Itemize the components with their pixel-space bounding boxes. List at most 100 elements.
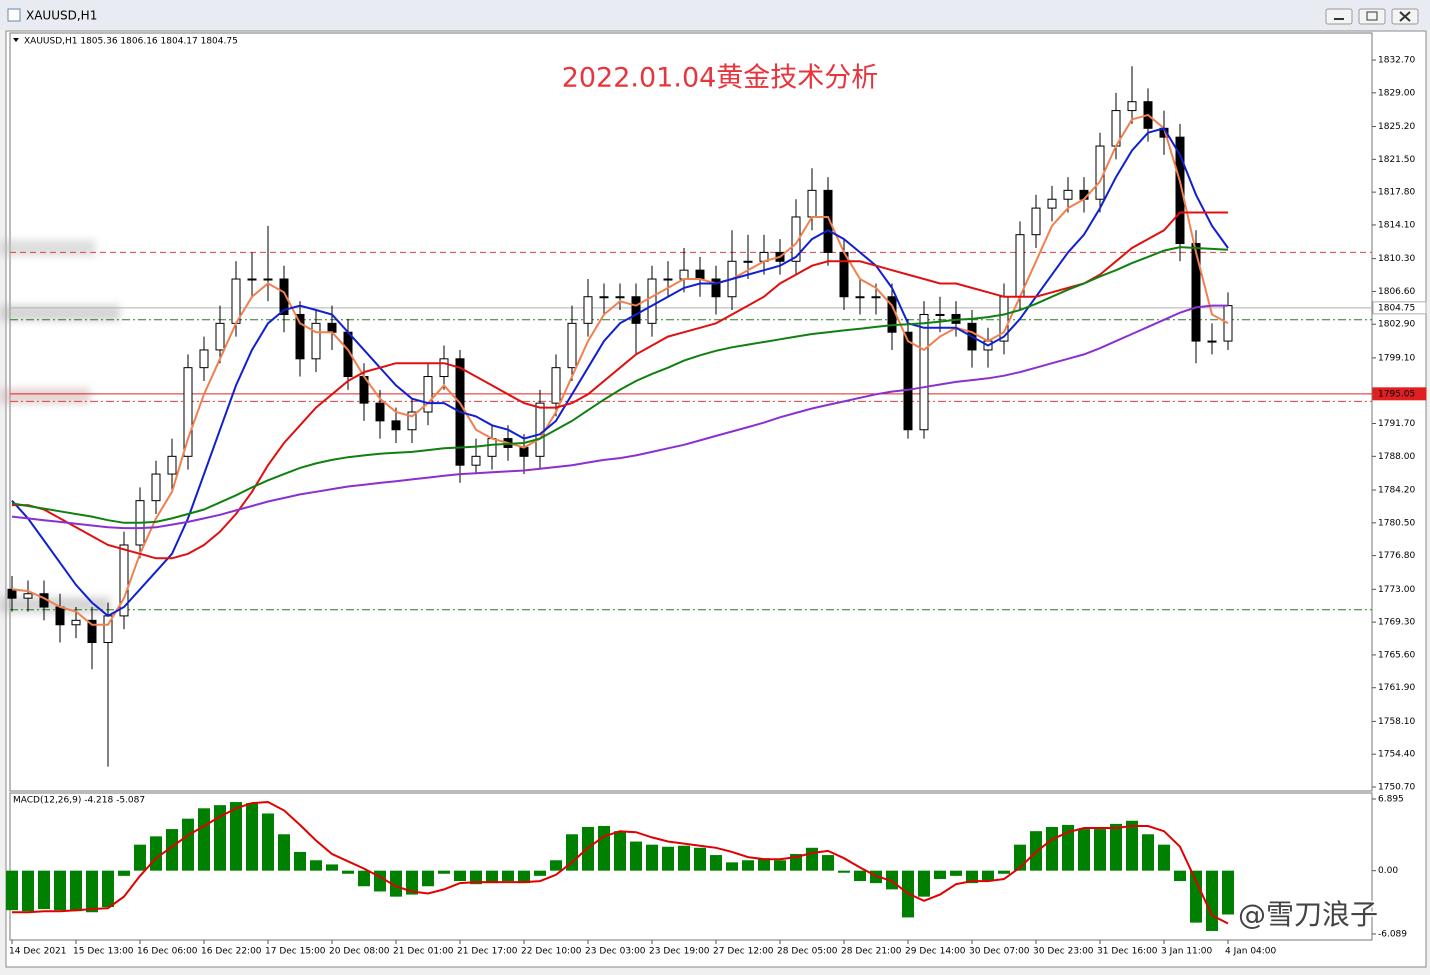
y-tick-label: 1806.60 bbox=[1378, 287, 1415, 297]
candle-body bbox=[439, 358, 449, 378]
x-tick-label: 28 Dec 05:00 bbox=[777, 947, 838, 957]
macd-bar bbox=[774, 860, 786, 871]
x-tick-label: 21 Dec 17:00 bbox=[457, 947, 518, 957]
macd-bar bbox=[310, 860, 322, 871]
macd-bar bbox=[854, 870, 866, 882]
y-tick-label: 0.00 bbox=[1378, 866, 1398, 876]
chart-title: 2022.01.04黄金技术分析 bbox=[562, 63, 879, 94]
y-tick-label: 1832.70 bbox=[1378, 56, 1415, 66]
price-level-label: 1804.75 bbox=[1378, 303, 1415, 313]
macd-bar bbox=[502, 870, 514, 882]
y-tick-label: 1802.90 bbox=[1378, 320, 1415, 330]
minimize-button[interactable] bbox=[1325, 8, 1353, 25]
macd-bar bbox=[934, 870, 946, 879]
macd-bar bbox=[150, 836, 162, 871]
macd-bar bbox=[118, 870, 130, 876]
maximize-icon bbox=[1366, 11, 1378, 21]
y-tick-label: 6.895 bbox=[1378, 794, 1404, 804]
candle-body bbox=[599, 296, 609, 299]
moving-average bbox=[11, 113, 1229, 626]
candle-body bbox=[55, 606, 65, 626]
macd-bar bbox=[326, 864, 338, 871]
macd-bar bbox=[198, 808, 210, 871]
candle-body bbox=[631, 296, 641, 324]
moving-average bbox=[12, 211, 1228, 560]
candle-body bbox=[919, 313, 929, 431]
candle-body bbox=[519, 446, 529, 457]
macd-bar bbox=[822, 855, 834, 871]
x-tick-label: 22 Dec 10:00 bbox=[521, 947, 582, 957]
candle-body bbox=[1127, 101, 1137, 112]
macd-bar bbox=[694, 847, 706, 871]
macd-bar bbox=[214, 805, 226, 871]
x-tick-label: 21 Dec 01:00 bbox=[393, 947, 454, 957]
macd-bar bbox=[262, 813, 274, 871]
macd-bar bbox=[806, 847, 818, 871]
macd-panel bbox=[9, 792, 1373, 941]
candle-body bbox=[535, 402, 545, 457]
candle-body bbox=[327, 322, 337, 333]
candle-body bbox=[1175, 136, 1185, 245]
candle-body bbox=[471, 455, 481, 466]
y-tick-label: 1784.20 bbox=[1378, 486, 1415, 496]
x-tick-label: 14 Dec 2021 bbox=[9, 947, 67, 957]
y-tick-label: 1754.40 bbox=[1378, 750, 1415, 760]
macd-bar bbox=[230, 802, 242, 871]
candle-body bbox=[743, 260, 753, 263]
candle-body bbox=[7, 588, 17, 599]
candle-body bbox=[215, 322, 225, 351]
candle-body bbox=[679, 269, 689, 280]
macd-bar bbox=[982, 870, 994, 882]
macd-bar bbox=[950, 870, 962, 876]
y-tick-label: 1817.80 bbox=[1378, 188, 1415, 198]
macd-bar bbox=[1190, 870, 1202, 923]
moving-average bbox=[11, 304, 1228, 530]
x-tick-label: 15 Dec 13:00 bbox=[73, 947, 134, 957]
x-tick-label: 27 Dec 12:00 bbox=[713, 947, 774, 957]
candle-body bbox=[1015, 234, 1025, 298]
candle-body bbox=[71, 619, 81, 626]
x-tick-label: 29 Dec 14:00 bbox=[905, 947, 966, 957]
macd-bar bbox=[726, 862, 738, 871]
macd-bar bbox=[1126, 820, 1138, 871]
maximize-button[interactable] bbox=[1358, 8, 1386, 25]
macd-bar bbox=[86, 870, 98, 913]
macd-bar bbox=[966, 870, 978, 884]
x-tick-label: 4 Jan 04:00 bbox=[1225, 947, 1277, 957]
x-tick-label: 30 Dec 07:00 bbox=[969, 947, 1030, 957]
y-tick-label: -6.089 bbox=[1378, 929, 1407, 939]
price-level-box bbox=[1372, 387, 1427, 401]
y-tick-label: 1821.50 bbox=[1378, 155, 1415, 165]
chart-window bbox=[5, 30, 1427, 968]
macd-bar bbox=[278, 834, 290, 871]
moving-average bbox=[11, 246, 1229, 524]
close-icon bbox=[1399, 11, 1411, 22]
macd-bar bbox=[102, 870, 114, 908]
macd-bar bbox=[566, 834, 578, 871]
chart-subtitle: XAUUSD,H1 1805.36 1806.16 1804.17 1804.7… bbox=[24, 37, 238, 47]
candle-body bbox=[935, 313, 945, 316]
macd-bar bbox=[518, 870, 530, 884]
candle-body bbox=[791, 216, 801, 262]
candle-body bbox=[695, 269, 705, 280]
candle-body bbox=[87, 619, 97, 644]
macd-bar bbox=[454, 870, 466, 882]
macd-bar bbox=[918, 870, 930, 897]
x-tick-label: 23 Dec 19:00 bbox=[649, 947, 710, 957]
macd-bar bbox=[166, 829, 178, 871]
macd-bar bbox=[6, 870, 18, 911]
macd-bar bbox=[1222, 870, 1234, 915]
y-tick-label: 1810.30 bbox=[1378, 254, 1415, 264]
y-tick-label: 1780.50 bbox=[1378, 518, 1415, 528]
candle-body bbox=[711, 278, 721, 298]
candle-body bbox=[295, 313, 305, 360]
macd-bar bbox=[1078, 829, 1090, 871]
macd-bar bbox=[1142, 834, 1154, 871]
macd-bar bbox=[710, 855, 722, 871]
candle-body bbox=[167, 455, 177, 475]
candle-body bbox=[1095, 145, 1105, 200]
x-tick-label: 20 Dec 08:00 bbox=[329, 947, 390, 957]
candle-body bbox=[1223, 305, 1233, 342]
macd-bar bbox=[598, 825, 610, 871]
